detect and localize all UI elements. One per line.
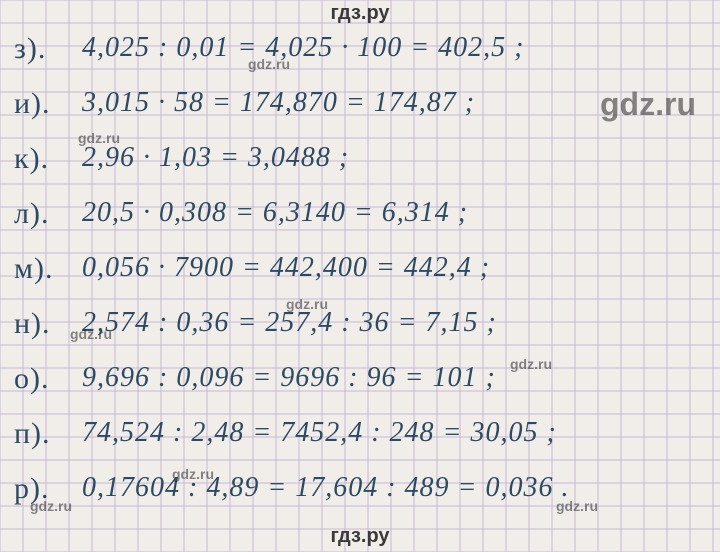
row-expression: 2,574 : 0,36 = 257,4 : 36 = 7,15 ; — [82, 307, 497, 339]
row-l: л). 20,5 · 0,308 = 6,3140 = 6,314 ; — [0, 189, 720, 244]
row-expression: 74,524 : 2,48 = 7452,4 : 248 = 30,05 ; — [82, 417, 557, 449]
row-label: з). — [14, 32, 46, 66]
row-expression: 20,5 · 0,308 = 6,3140 = 6,314 ; — [82, 197, 468, 229]
row-n: н). 2,574 : 0,36 = 257,4 : 36 = 7,15 ; — [0, 299, 720, 354]
row-z: з). 4,025 : 0,01 = 4,025 · 100 = 402,5 ; — [0, 24, 720, 79]
row-label: н). — [14, 307, 51, 341]
row-label: м). — [14, 252, 53, 286]
row-r: р). 0,17604 : 4,89 = 17,604 : 489 = 0,03… — [0, 464, 720, 519]
row-expression: 3,015 · 58 = 174,870 = 174,87 ; — [82, 87, 475, 119]
row-expression: 9,696 : 0,096 = 9696 : 96 = 101 ; — [82, 362, 496, 394]
notebook-paper: гдз.ру з). 4,025 : 0,01 = 4,025 · 100 = … — [0, 0, 720, 552]
row-expression: 4,025 : 0,01 = 4,025 · 100 = 402,5 ; — [82, 32, 524, 64]
row-expression: 0,056 · 7900 = 442,400 = 442,4 ; — [82, 252, 490, 284]
row-label: к). — [14, 142, 49, 176]
row-label: о). — [14, 362, 50, 396]
row-expression: 2,96 · 1,03 = 3,0488 ; — [82, 142, 349, 174]
row-k: к). 2,96 · 1,03 = 3,0488 ; — [0, 134, 720, 189]
row-m: м). 0,056 · 7900 = 442,400 = 442,4 ; — [0, 244, 720, 299]
row-label: л). — [14, 197, 49, 231]
row-i: и). 3,015 · 58 = 174,870 = 174,87 ; — [0, 79, 720, 134]
row-o: о). 9,696 : 0,096 = 9696 : 96 = 101 ; — [0, 354, 720, 409]
header-watermark: гдз.ру — [0, 0, 720, 26]
footer-watermark: гдз.ру — [0, 525, 720, 548]
row-p: п). 74,524 : 2,48 = 7452,4 : 248 = 30,05… — [0, 409, 720, 464]
row-label: п). — [14, 417, 51, 451]
row-label: р). — [14, 472, 50, 506]
math-lines: з). 4,025 : 0,01 = 4,025 · 100 = 402,5 ;… — [0, 24, 720, 519]
row-label: и). — [14, 87, 51, 121]
row-expression: 0,17604 : 4,89 = 17,604 : 489 = 0,036 . — [82, 472, 569, 504]
